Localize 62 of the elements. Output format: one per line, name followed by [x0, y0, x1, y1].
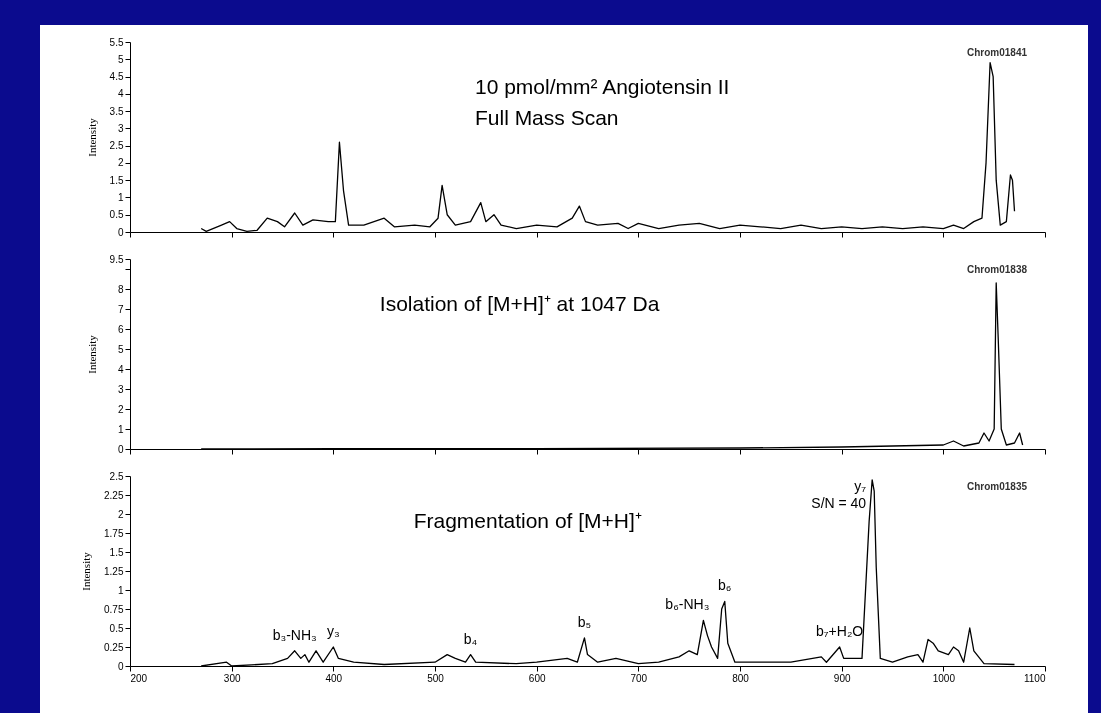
- annotation: Chrom01838: [966, 264, 1028, 275]
- annotation: y₃: [326, 623, 340, 639]
- y-axis-title: Intensity: [85, 334, 98, 374]
- annotation: Chrom01841: [966, 47, 1028, 58]
- y-tick-label: 2.5: [109, 140, 124, 152]
- x-tick-label: 200: [130, 672, 148, 684]
- y-tick-label: 1: [117, 584, 124, 596]
- y-tick-label: 1.5: [109, 546, 124, 558]
- annotation: b₆-NH₃: [665, 596, 710, 613]
- y-tick-label: 3.5: [109, 105, 124, 117]
- annotation: Chrom01835: [966, 481, 1028, 492]
- annotation: Fragmentation of [M+H]⁺: [413, 509, 642, 532]
- y-tick-label: 1: [117, 191, 124, 203]
- annotation: 10 pmol/mm² Angiotensin II: [474, 75, 730, 98]
- x-tick-label: 1000: [932, 672, 956, 684]
- x-tick-label: 400: [325, 672, 343, 684]
- y-tick-label: 2.5: [109, 470, 124, 482]
- y-tick-label: 0: [117, 226, 124, 238]
- y-tick-label: 2.25: [104, 489, 124, 501]
- annotation: y₇: [854, 477, 867, 494]
- annotation: b₆: [718, 577, 732, 594]
- y-tick-label: 0.5: [109, 622, 124, 634]
- y-tick-label: 1: [117, 423, 124, 435]
- y-tick-label: 6: [117, 323, 124, 335]
- y-tick-label: 8: [117, 283, 124, 295]
- y-tick-label: 5: [117, 53, 124, 65]
- y-tick-label: 2: [117, 508, 124, 520]
- y-tick-label: 3: [117, 383, 124, 395]
- y-tick-label: 0: [117, 660, 124, 672]
- y-tick-label: 3: [117, 122, 124, 134]
- annotation: Full Mass Scan: [474, 106, 619, 129]
- annotation: b₇+H₂O: [816, 623, 864, 639]
- x-tick-label: 700: [630, 672, 648, 684]
- y-tick-label: 5: [117, 343, 124, 355]
- y-tick-label: 0: [117, 443, 124, 455]
- y-tick-label: 1.75: [104, 527, 124, 539]
- x-tick-label: 1100: [1023, 672, 1046, 684]
- y-axis-title: Intensity: [80, 551, 93, 591]
- y-tick-label: 2: [117, 157, 124, 169]
- annotation: b₄: [463, 630, 478, 647]
- y-tick-label: 4: [117, 88, 124, 100]
- y-tick-label: 4: [117, 363, 124, 375]
- y-axis-title: Intensity: [85, 117, 98, 157]
- y-tick-label: 1.5: [109, 174, 124, 186]
- annotation: Isolation of [M+H]⁺ at 1047 Da: [379, 292, 660, 315]
- y-tick-label: 9.5: [109, 253, 124, 265]
- y-tick-label: 4.5: [109, 71, 124, 83]
- annotation: S/N = 40: [811, 494, 867, 511]
- x-tick-label: 600: [528, 672, 546, 684]
- y-tick-label: 1.25: [104, 565, 124, 577]
- x-tick-label: 900: [833, 672, 851, 684]
- x-tick-label: 800: [732, 672, 750, 684]
- y-tick-label: 0.75: [104, 603, 124, 615]
- annotation: b₃-NH₃: [272, 626, 317, 643]
- y-tick-label: 0.5: [109, 209, 124, 221]
- y-tick-label: 0.25: [104, 641, 124, 653]
- x-tick-label: 300: [223, 672, 241, 684]
- y-tick-label: 2: [117, 403, 124, 415]
- x-tick-label: 500: [427, 672, 445, 684]
- y-tick-label: 7: [117, 303, 124, 315]
- annotation: b₅: [577, 613, 592, 630]
- y-tick-label: 5.5: [109, 36, 124, 48]
